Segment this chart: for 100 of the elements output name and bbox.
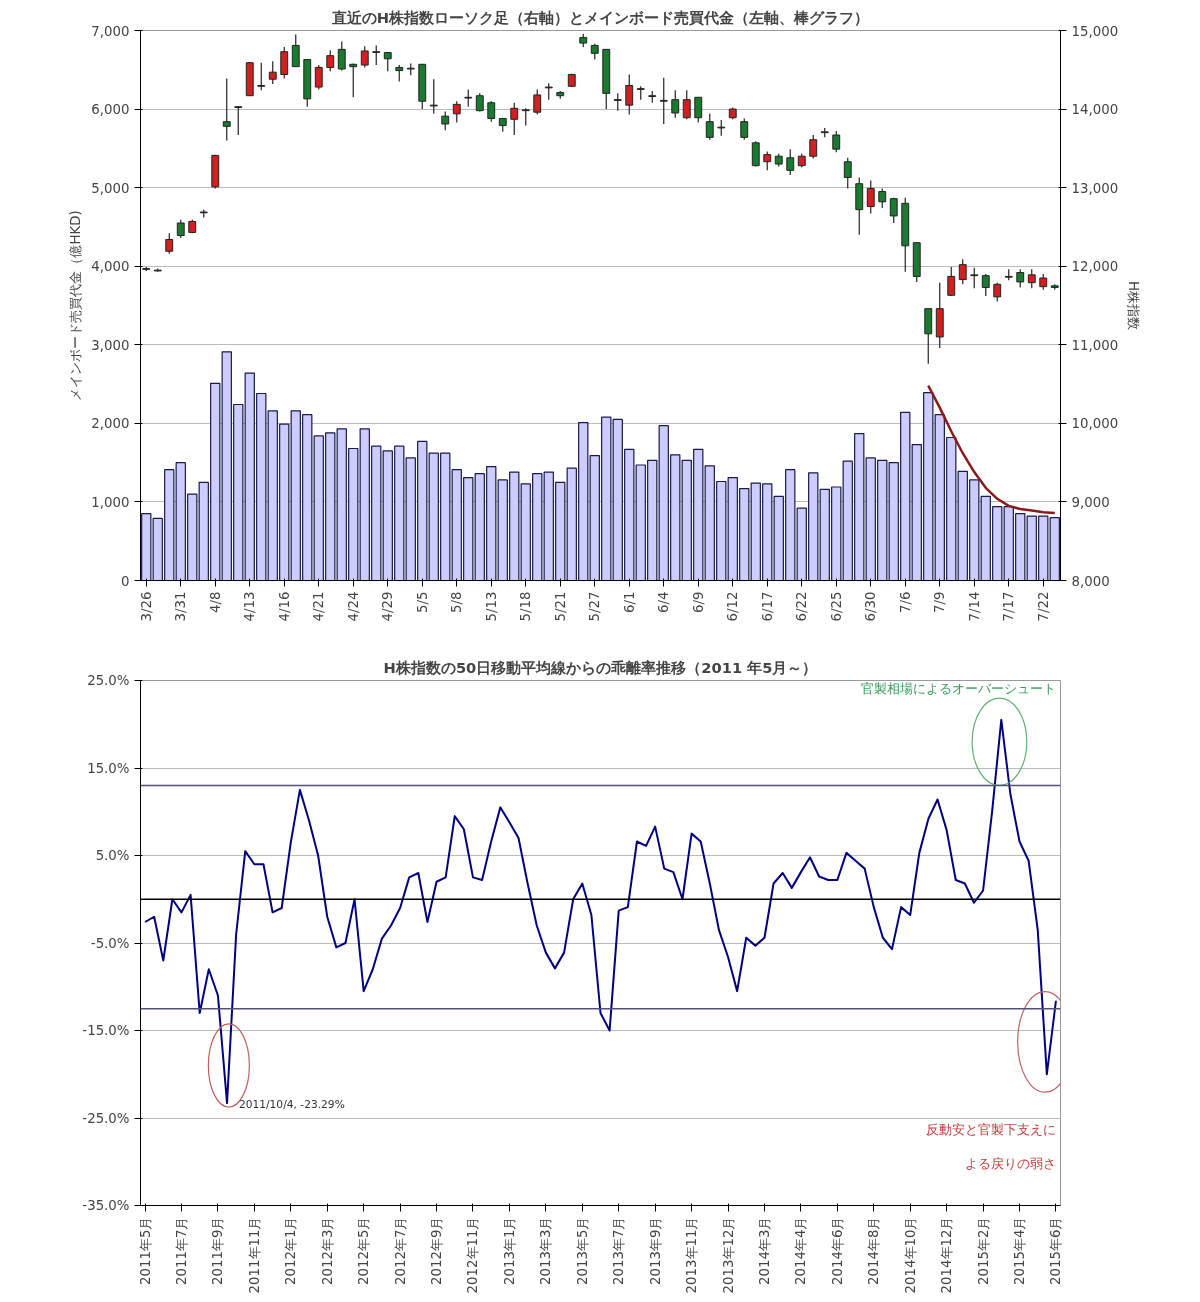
x-tick-label: 5/21 (552, 591, 568, 622)
x-tick-label: 3/26 (138, 591, 154, 622)
annotation: よる戻りの弱さ (964, 1155, 1056, 1171)
x-tick-label: 2014年3月 (756, 1216, 772, 1285)
candlestick (809, 134, 818, 160)
x-tick-label: 4/8 (207, 591, 223, 613)
x-tick-label: 2015年2月 (975, 1216, 991, 1285)
candlestick (533, 88, 542, 116)
x-tick-label: 2014年6月 (829, 1216, 845, 1285)
x-tick-label: 2014年12月 (939, 1216, 955, 1294)
candlestick (234, 105, 243, 136)
candlestick (889, 197, 898, 224)
x-tick-label: 5/8 (449, 591, 465, 613)
y-tick-label: 4,000 (91, 259, 130, 275)
x-tick-label: 2012年5月 (356, 1216, 372, 1285)
x-tick-label: 2011年9月 (210, 1216, 226, 1285)
x-tick-label: 6/4 (656, 591, 672, 613)
x-tick-label: 4/13 (242, 591, 258, 622)
candlestick (383, 51, 392, 72)
x-tick-label: 7/17 (1001, 591, 1017, 622)
x-tick-label: 2013年5月 (574, 1216, 590, 1285)
candlestick (487, 100, 496, 123)
y-tick-label: 25.0% (87, 673, 130, 688)
y-tick-label: 2,000 (91, 416, 130, 432)
x-tick-label: 5/5 (414, 591, 430, 613)
candlestick (786, 148, 795, 176)
x-tick-label: 2014年8月 (866, 1216, 882, 1285)
x-tick-label: 2015年4月 (1012, 1216, 1028, 1285)
y2-axis-title: H株指数 (1126, 280, 1142, 331)
candlestick (763, 150, 772, 171)
candlestick (659, 77, 668, 125)
y2-tick-label: 12,000 (1071, 259, 1119, 275)
x-tick-label: 2013年12月 (720, 1216, 736, 1294)
candlestick (291, 33, 300, 68)
y2-tick-label: 15,000 (1071, 23, 1119, 39)
x-tick-label: 7/6 (897, 591, 913, 613)
candlestick (326, 49, 335, 72)
candlestick (314, 64, 323, 91)
y-tick-label: 3,000 (91, 337, 130, 353)
x-tick-label: 2013年11月 (684, 1216, 700, 1294)
x-tick-label: 4/29 (380, 591, 396, 622)
y2-tick-label: 8,000 (1071, 573, 1110, 589)
y-tick-label: 5,000 (91, 180, 130, 196)
x-tick-label: 2011年5月 (137, 1216, 153, 1285)
candlestick (222, 77, 231, 142)
x-tick-label: 4/24 (345, 591, 361, 622)
candlestick (349, 62, 358, 98)
y2-tick-label: 10,000 (1071, 416, 1119, 432)
y-tick-label: 6,000 (91, 102, 130, 118)
candlestick (625, 73, 634, 116)
x-tick-label: 5/27 (587, 591, 603, 622)
x-tick-label: 4/16 (276, 591, 292, 622)
y2-tick-label: 13,000 (1071, 180, 1119, 196)
x-tick-label: 6/12 (725, 591, 741, 622)
candlestick (268, 60, 277, 85)
candlestick (832, 130, 841, 153)
x-tick-label: 7/22 (1035, 591, 1051, 622)
x-tick-label: 7/9 (932, 591, 948, 613)
x-tick-label: 2014年10月 (902, 1216, 918, 1294)
x-tick-label: 6/17 (759, 591, 775, 622)
x-tick-label: 2014年4月 (793, 1216, 809, 1285)
line-series (927, 384, 1056, 515)
candlestick (947, 266, 956, 297)
x-tick-label: 6/9 (690, 591, 706, 613)
x-tick-label: 6/1 (621, 591, 637, 613)
candlestick (1016, 268, 1025, 289)
y-tick-label: 7,000 (91, 23, 130, 39)
candlestick (740, 117, 749, 141)
annotation: 2011/10/4, -23.29% (238, 1098, 345, 1111)
x-tick-label: 2012年9月 (429, 1216, 445, 1285)
x-tick-label: 4/21 (311, 591, 327, 622)
candlestick (878, 187, 887, 209)
y-axis-title: メインボード売買代金（億HKD) (68, 210, 84, 401)
candlestick (843, 157, 852, 190)
x-tick-label: 2013年1月 (501, 1216, 517, 1285)
x-tick-label: 2013年7月 (611, 1216, 627, 1285)
candlestick (1027, 268, 1036, 289)
x-tick-label: 2012年11月 (465, 1216, 481, 1294)
candlestick (165, 232, 174, 255)
x-tick-label: 2012年3月 (319, 1216, 335, 1285)
candlestick (682, 89, 691, 120)
candlestick (257, 62, 266, 91)
x-tick-label: 2012年7月 (392, 1216, 408, 1285)
candlestick (337, 40, 346, 72)
y2-tick-label: 11,000 (1071, 337, 1119, 353)
y-tick-label: 5.0% (95, 848, 130, 863)
x-tick-label: 5/18 (518, 591, 534, 622)
y-tick-label: -25.0% (82, 1110, 130, 1126)
candlestick (429, 78, 438, 115)
candlestick (280, 46, 289, 80)
y-tick-label: 15.0% (87, 760, 130, 776)
candlestick (441, 110, 450, 131)
candlestick (981, 273, 990, 297)
candlestick (452, 100, 461, 124)
x-tick-label: 3/31 (173, 591, 189, 622)
y-tick-label: -5.0% (90, 935, 130, 951)
x-tick-label: 7/14 (966, 591, 982, 622)
x-tick-label: 6/22 (794, 591, 810, 622)
x-tick-label: 5/13 (483, 591, 499, 622)
x-tick-label: 2013年9月 (647, 1216, 663, 1285)
